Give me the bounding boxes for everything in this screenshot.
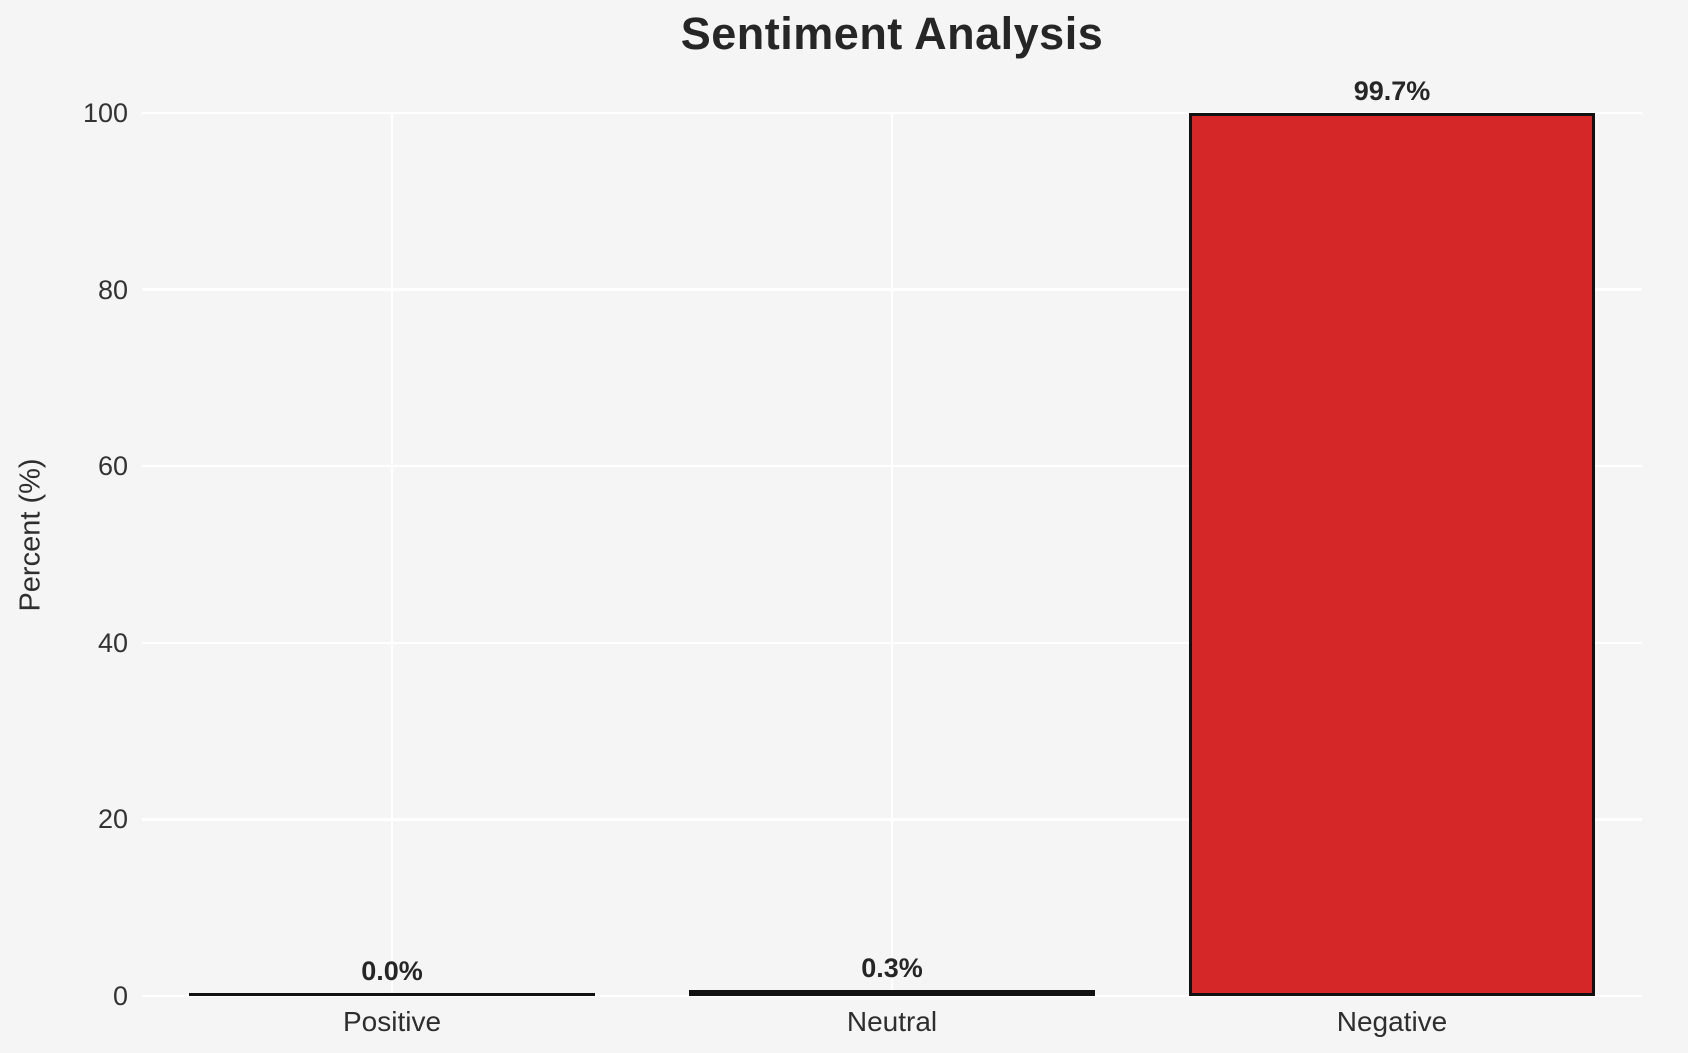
y-tick-label: 60	[97, 451, 128, 482]
y-tick-label: 0	[112, 981, 128, 1011]
y-tick-label: 100	[82, 98, 128, 128]
x-tick-label: Positive	[342, 1006, 442, 1037]
bar-neutral	[689, 990, 1095, 996]
plot-area: 0.0% 0.3% 99.7%	[142, 76, 1642, 998]
bar-value-label: 0.3%	[861, 953, 923, 984]
chart-title: Sentiment Analysis	[680, 8, 1104, 59]
y-tick-label: 80	[97, 274, 128, 305]
y-axis-label: Percent (%)	[14, 458, 47, 612]
x-tick-label: Negative	[1336, 1006, 1448, 1037]
bar-value-label: 0.0%	[361, 956, 423, 986]
y-tick-label: 40	[97, 627, 128, 658]
y-gridline	[142, 994, 1642, 998]
x-gridline	[890, 113, 894, 996]
x-gridline	[390, 113, 394, 996]
bar-negative	[1189, 112, 1595, 996]
x-tick-label: Neutral	[846, 1006, 938, 1037]
y-tick-label: 20	[97, 804, 128, 835]
bar-value-label: 99.7%	[1353, 75, 1431, 106]
bar-positive	[189, 993, 595, 996]
